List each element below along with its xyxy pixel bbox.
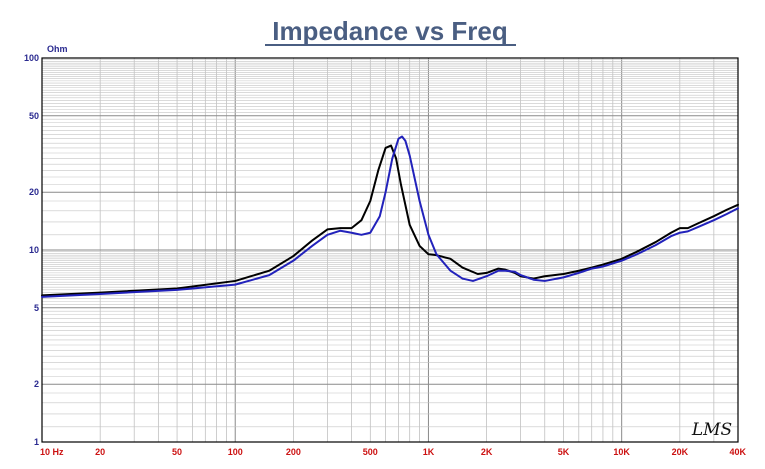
chart-title: Impedance vs Freq [272,16,508,46]
plot-frame [41,57,739,443]
x-tick-label: 500 [363,447,378,457]
series-group [41,135,739,298]
impedance-curve-black [41,144,739,297]
y-tick-label: 2 [34,379,39,389]
x-tick-label: 40K [729,447,746,457]
y-axis-unit-label: Ohm [47,44,68,54]
y-tick-label: 5 [34,303,39,313]
x-tick-label: 20K [672,447,689,457]
x-tick-label: 200 [286,447,301,457]
x-tick-label: 10 Hz [40,447,64,457]
x-tick-label: 100 [228,447,243,457]
grid-lines [42,58,738,442]
y-tick-label: 10 [29,245,39,255]
x-tick-label: 20 [95,447,105,457]
x-tick-label: 2K [481,447,493,457]
impedance-curve-blue [41,135,739,298]
x-tick-label: 10K [613,447,630,457]
x-tick-label: 50 [172,447,182,457]
lms-watermark: LMS [691,420,732,440]
x-tick-label: 5K [558,447,570,457]
y-tick-label: 20 [29,187,39,197]
x-tick-label: 1K [423,447,435,457]
y-tick-label: 1 [34,437,39,447]
y-tick-label: 100 [24,53,39,63]
y-tick-label: 50 [29,111,39,121]
tick-labels: 10 Hz 20 50 100 200 500 1K 2K 5K 10K 20K 40K 100 50 20… [24,53,747,457]
